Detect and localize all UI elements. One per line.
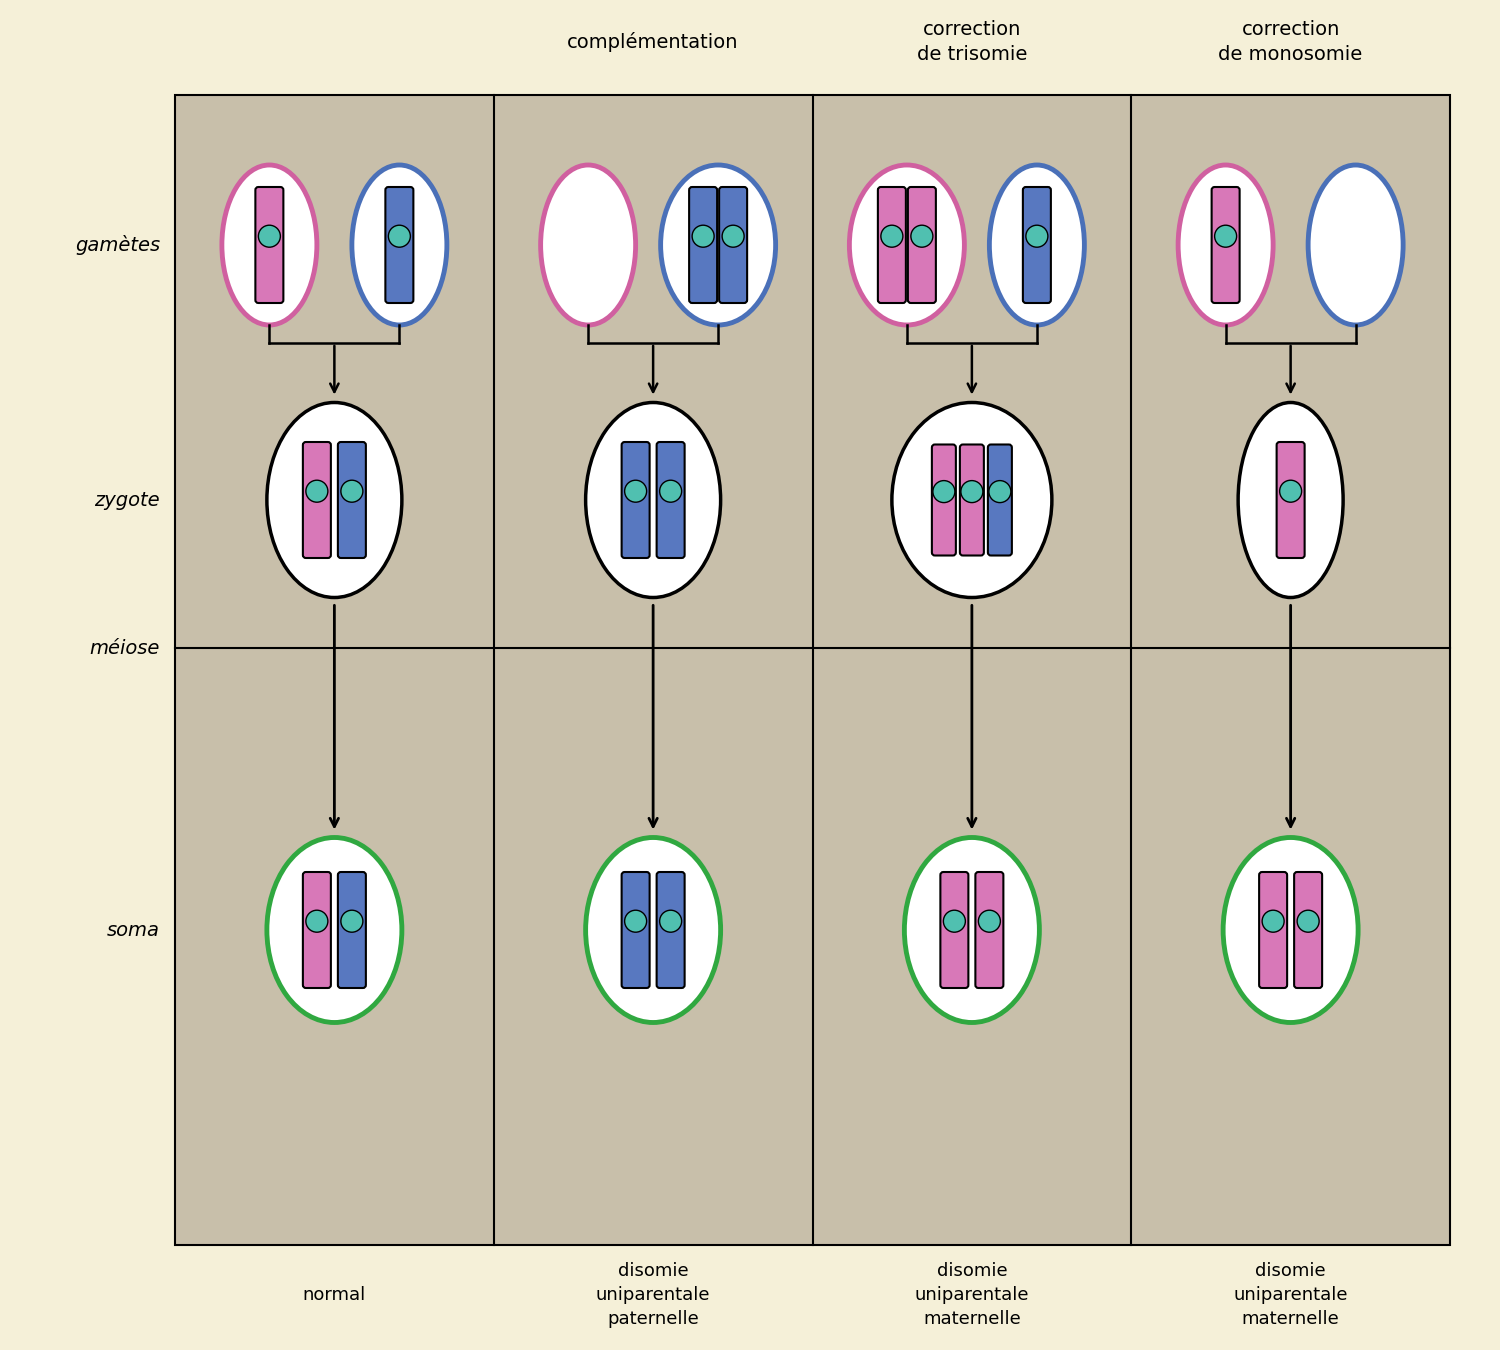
Ellipse shape (1222, 837, 1358, 1022)
Ellipse shape (892, 402, 1052, 598)
Circle shape (1026, 225, 1048, 247)
Ellipse shape (352, 165, 447, 325)
Circle shape (1298, 910, 1318, 933)
Ellipse shape (990, 165, 1084, 325)
Circle shape (988, 481, 1011, 502)
FancyBboxPatch shape (621, 441, 650, 558)
Circle shape (692, 225, 714, 247)
Ellipse shape (1308, 165, 1402, 325)
Ellipse shape (540, 165, 636, 325)
Ellipse shape (1178, 165, 1274, 325)
FancyBboxPatch shape (1023, 188, 1052, 302)
Ellipse shape (267, 837, 402, 1022)
Circle shape (340, 910, 363, 933)
Ellipse shape (1238, 402, 1342, 598)
Ellipse shape (585, 402, 720, 598)
Text: méiose: méiose (90, 639, 160, 657)
Text: disomie
uniparentale
maternelle: disomie uniparentale maternelle (915, 1262, 1029, 1327)
FancyBboxPatch shape (960, 444, 984, 555)
Circle shape (306, 910, 328, 933)
Circle shape (944, 910, 966, 933)
FancyBboxPatch shape (718, 188, 747, 302)
FancyBboxPatch shape (338, 441, 366, 558)
Text: soma: soma (106, 921, 160, 940)
Circle shape (624, 481, 646, 502)
Text: normal: normal (303, 1287, 366, 1304)
FancyBboxPatch shape (1258, 872, 1287, 988)
Ellipse shape (660, 165, 776, 325)
Text: complémentation: complémentation (567, 32, 740, 53)
FancyBboxPatch shape (303, 872, 332, 988)
FancyBboxPatch shape (1276, 441, 1305, 558)
FancyBboxPatch shape (1294, 872, 1322, 988)
FancyBboxPatch shape (1212, 188, 1239, 302)
FancyBboxPatch shape (657, 872, 684, 988)
Circle shape (258, 225, 280, 247)
FancyBboxPatch shape (878, 188, 906, 302)
Circle shape (1262, 910, 1284, 933)
Circle shape (880, 225, 903, 247)
Bar (176, 95, 1450, 1245)
Circle shape (722, 225, 744, 247)
Circle shape (962, 481, 982, 502)
FancyBboxPatch shape (657, 441, 684, 558)
FancyBboxPatch shape (338, 872, 366, 988)
FancyBboxPatch shape (940, 872, 969, 988)
Ellipse shape (267, 402, 402, 598)
Text: correction
de monosomie: correction de monosomie (1218, 20, 1362, 63)
FancyBboxPatch shape (975, 872, 1004, 988)
Circle shape (910, 225, 933, 247)
FancyBboxPatch shape (932, 444, 956, 555)
Text: correction
de trisomie: correction de trisomie (916, 20, 1028, 63)
Circle shape (978, 910, 1000, 933)
Ellipse shape (849, 165, 964, 325)
Text: disomie
uniparentale
maternelle: disomie uniparentale maternelle (1233, 1262, 1348, 1327)
Circle shape (624, 910, 646, 933)
Text: disomie
uniparentale
paternelle: disomie uniparentale paternelle (596, 1262, 711, 1327)
Circle shape (1280, 481, 1302, 502)
FancyBboxPatch shape (988, 444, 1012, 555)
FancyBboxPatch shape (255, 188, 284, 302)
Ellipse shape (904, 837, 1040, 1022)
FancyBboxPatch shape (386, 188, 414, 302)
Circle shape (1215, 225, 1236, 247)
FancyBboxPatch shape (303, 441, 332, 558)
Ellipse shape (222, 165, 316, 325)
Circle shape (306, 481, 328, 502)
Circle shape (933, 481, 956, 502)
Circle shape (660, 481, 681, 502)
Circle shape (340, 481, 363, 502)
FancyBboxPatch shape (621, 872, 650, 988)
Circle shape (660, 910, 681, 933)
Circle shape (388, 225, 411, 247)
FancyBboxPatch shape (908, 188, 936, 302)
Text: zygote: zygote (94, 490, 160, 509)
Ellipse shape (585, 837, 720, 1022)
FancyBboxPatch shape (688, 188, 717, 302)
Text: gamètes: gamètes (75, 235, 160, 255)
